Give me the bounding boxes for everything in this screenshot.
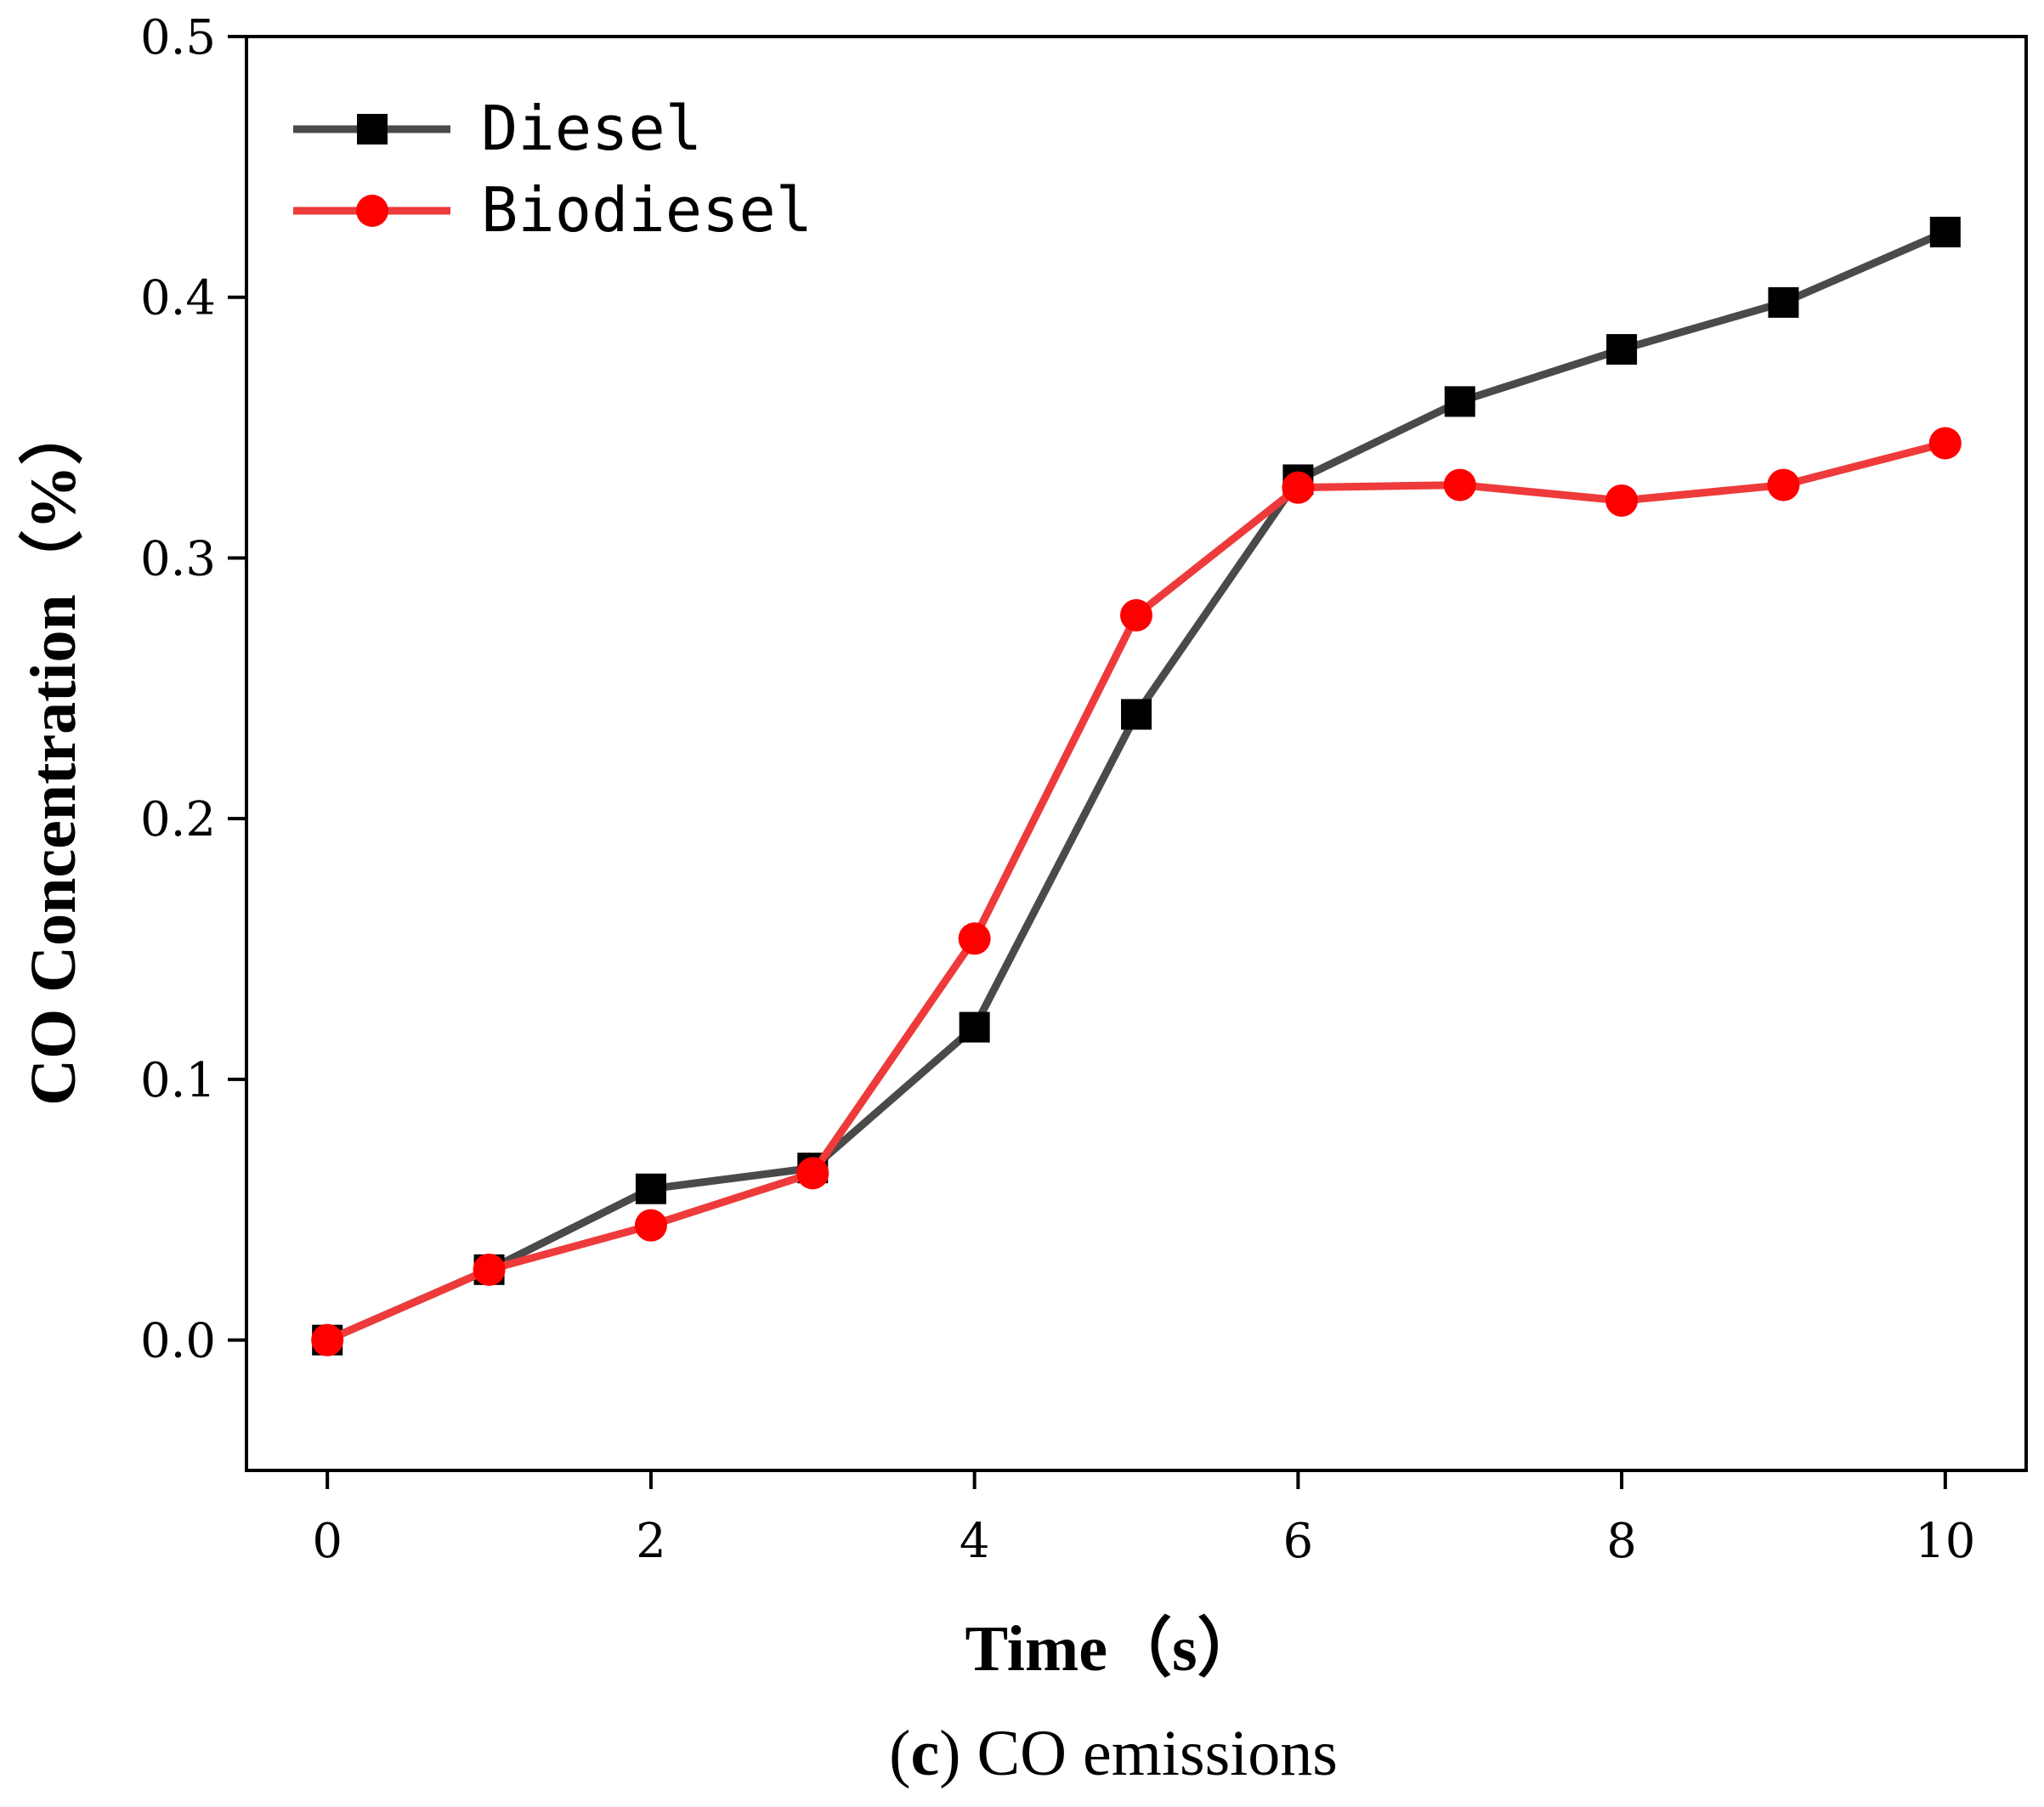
figure-caption: (c) CO emissions — [889, 1718, 1338, 1789]
y-axis-ticks: 0.0 0.1 0.2 0.3 0.4 0.5 — [140, 10, 246, 1369]
x-tick-label: 10 — [1915, 1514, 1975, 1569]
caption-text: CO emissions — [960, 1718, 1337, 1789]
diesel-line — [326, 228, 1947, 1344]
legend-label: Diesel — [481, 93, 702, 164]
biodiesel-point — [1605, 484, 1639, 517]
diesel-point — [1444, 386, 1475, 417]
y-tick-label: 0.2 — [140, 792, 216, 847]
biodiesel-point — [796, 1157, 829, 1190]
x-axis-title: Time（s） — [965, 1613, 1261, 1685]
x-tick-label: 4 — [960, 1514, 990, 1569]
diesel-point — [1929, 217, 1961, 248]
biodiesel-point — [634, 1209, 667, 1242]
diesel-point — [1606, 334, 1638, 365]
x-tick-label: 8 — [1606, 1514, 1637, 1569]
biodiesel-point — [311, 1323, 344, 1357]
biodiesel-point — [1767, 468, 1800, 501]
legend-marker — [356, 195, 388, 227]
caption-close-paren: ) — [939, 1718, 960, 1789]
series-biodiesel — [311, 427, 1962, 1357]
x-tick-label: 6 — [1283, 1514, 1314, 1569]
x-tick-label: 2 — [636, 1514, 666, 1569]
biodiesel-line — [326, 439, 1946, 1344]
legend-item-diesel: Diesel — [293, 93, 702, 164]
y-tick-label: 0.5 — [140, 10, 216, 65]
caption-open-paren: ( — [889, 1718, 910, 1789]
biodiesel-point — [1282, 471, 1315, 504]
biodiesel-point — [1928, 427, 1962, 460]
y-tick-label: 0.3 — [140, 531, 216, 586]
biodiesel-point — [1443, 468, 1476, 501]
series-diesel — [312, 217, 1961, 1356]
diesel-point — [959, 1011, 990, 1043]
diesel-point — [1121, 699, 1152, 730]
biodiesel-point — [1120, 598, 1152, 632]
plot-frame — [245, 35, 2028, 1472]
biodiesel-point — [958, 922, 991, 955]
diesel-point — [635, 1173, 666, 1204]
biodiesel-point — [473, 1253, 506, 1286]
y-tick-label: 0.0 — [140, 1314, 216, 1369]
x-axis-ticks: 0 2 4 6 8 10 — [312, 1470, 1975, 1569]
legend-label: Biodiesel — [481, 174, 813, 246]
caption-letter: c — [910, 1718, 939, 1789]
legend-item-biodiesel: Biodiesel — [293, 174, 813, 246]
series-layer — [311, 217, 1962, 1357]
x-tick-label: 0 — [312, 1514, 343, 1569]
diesel-point — [1768, 286, 1799, 318]
legend: Diesel Biodiesel — [293, 93, 813, 246]
y-axis-title: CO Concentration（%） — [18, 400, 89, 1106]
y-tick-label: 0.1 — [140, 1053, 216, 1108]
legend-marker — [357, 114, 388, 144]
y-tick-label: 0.4 — [140, 271, 216, 326]
